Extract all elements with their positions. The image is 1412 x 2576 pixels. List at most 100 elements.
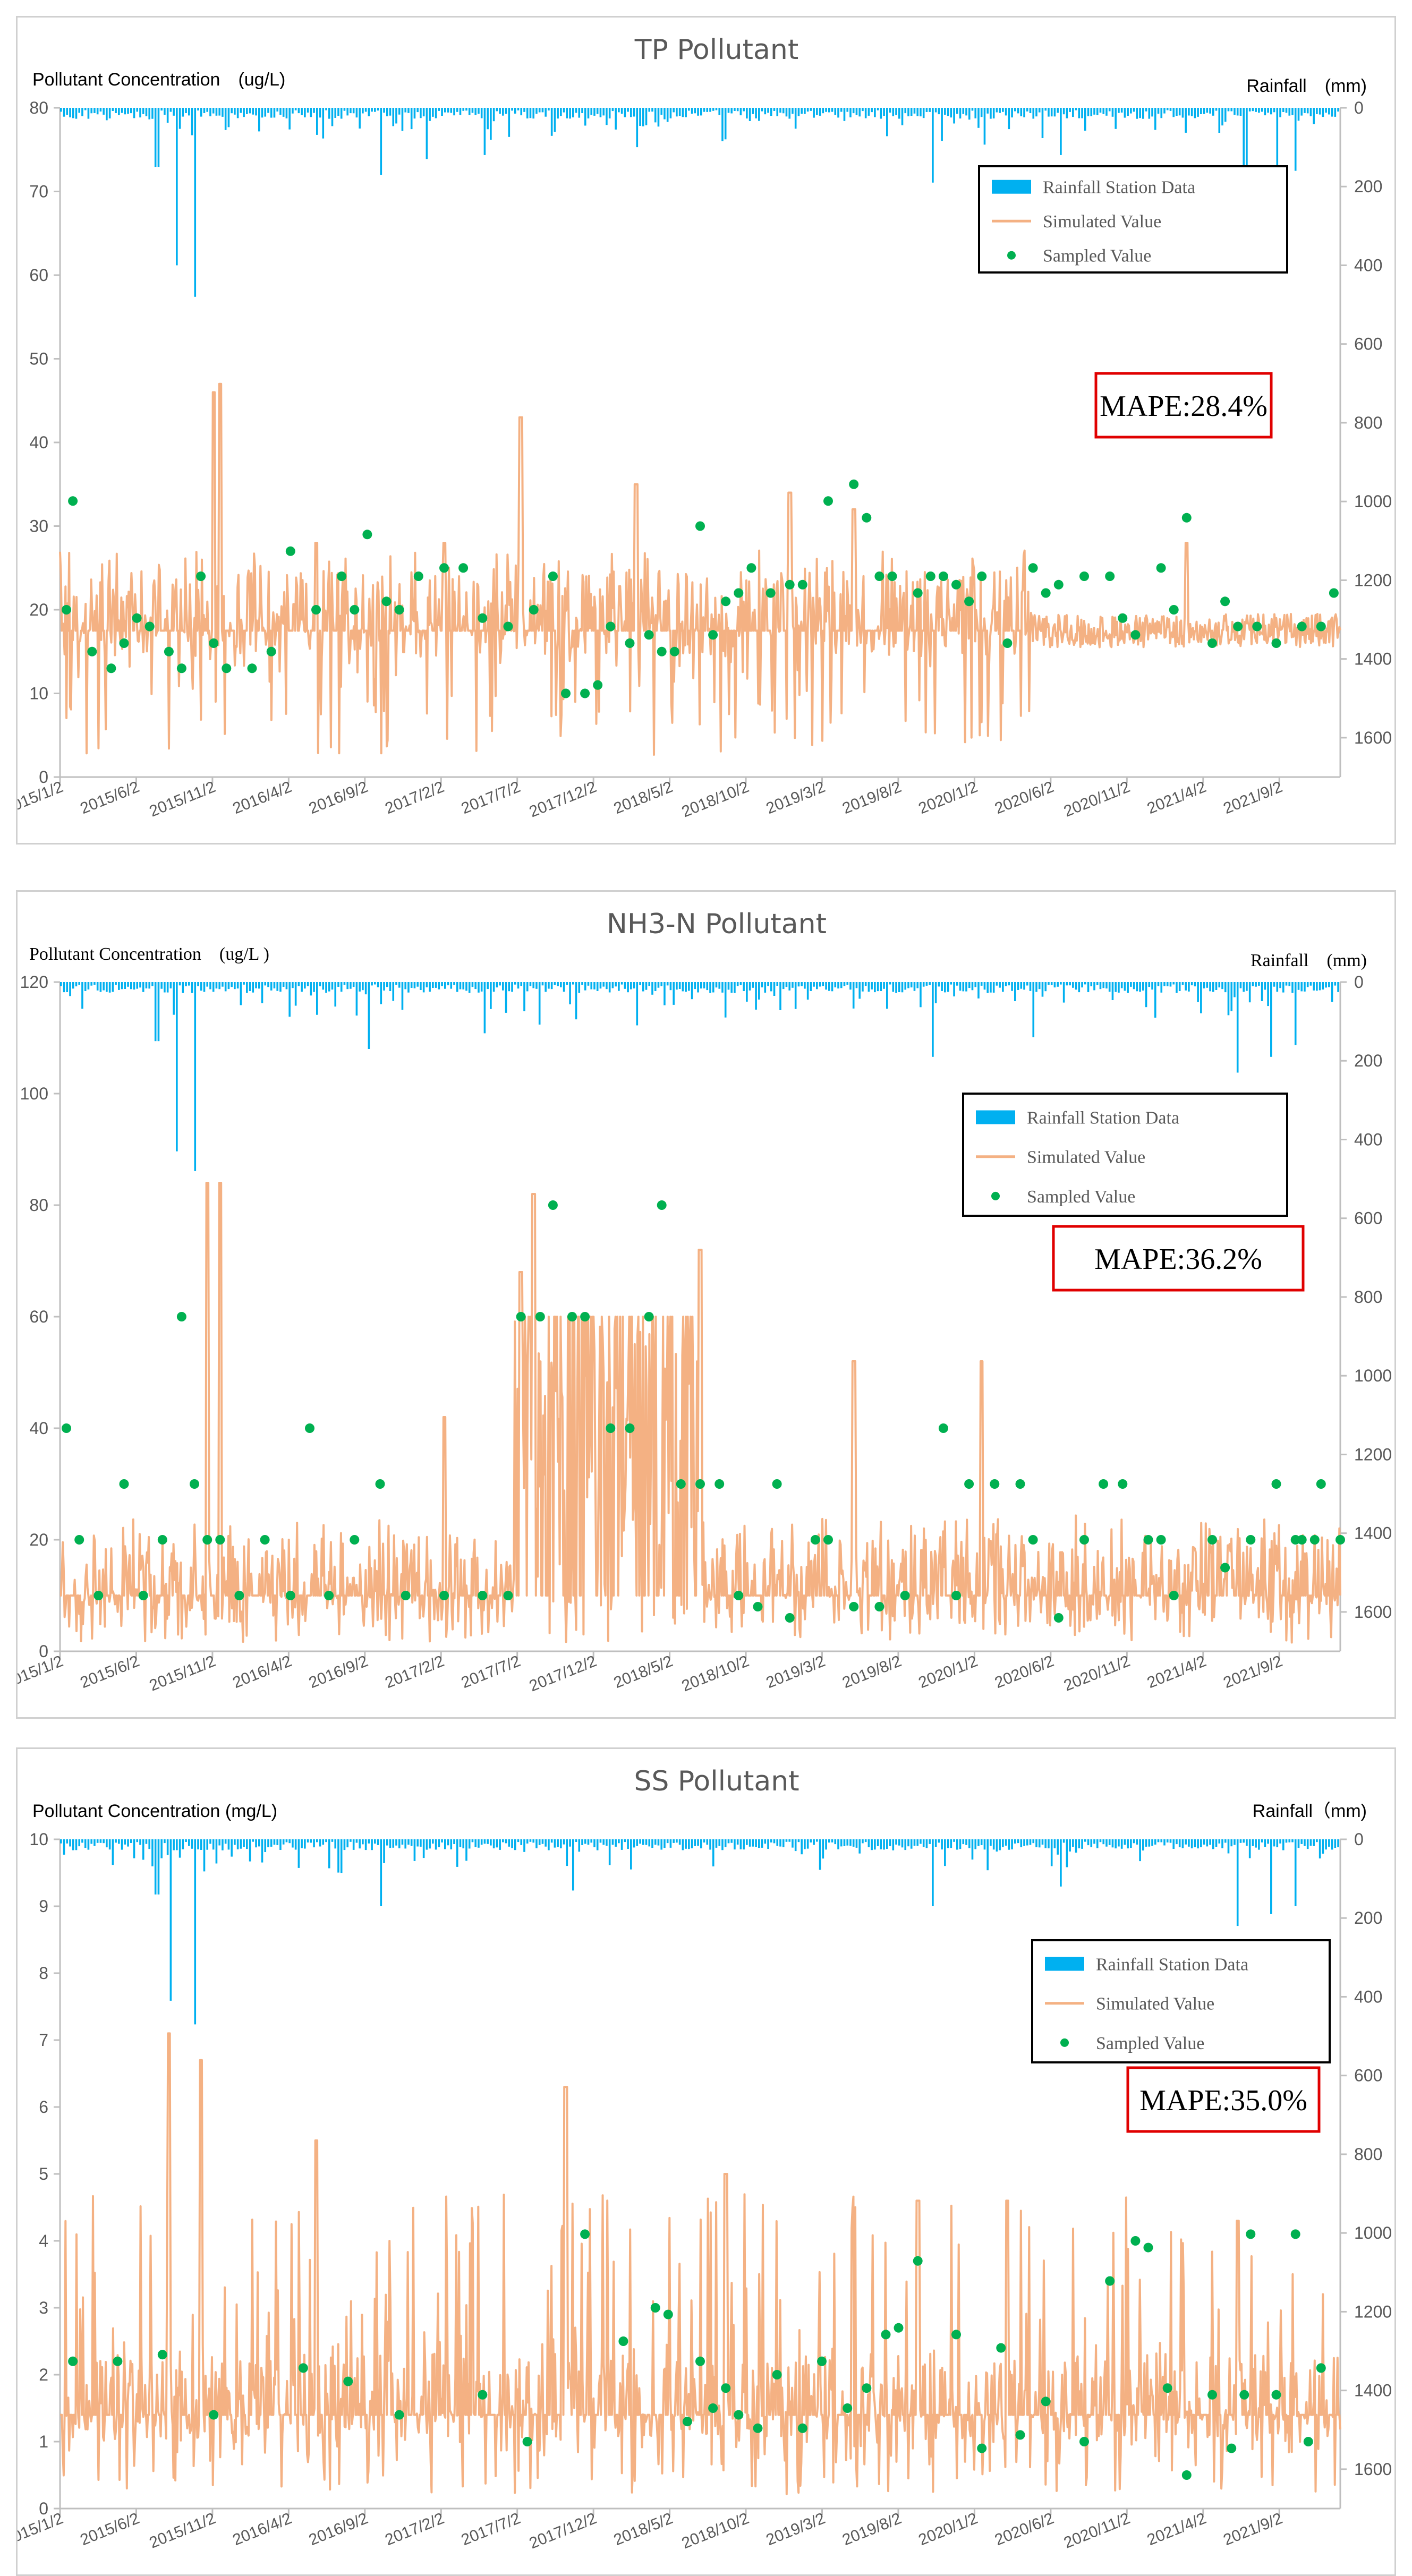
rainfall-bar <box>87 1839 90 1850</box>
rainfall-bar <box>834 982 837 987</box>
rainfall-bar <box>529 108 532 118</box>
rainfall-bar <box>666 1839 669 1844</box>
rainfall-bar <box>319 108 321 118</box>
rainfall-bar <box>307 1839 309 1843</box>
rainfall-bar <box>499 108 501 114</box>
rainfall-bar <box>380 108 382 175</box>
rainfall-bar <box>541 982 544 986</box>
sampled-point <box>1015 1479 1025 1489</box>
rainfall-bar <box>352 108 355 114</box>
rainfall-bar <box>426 1839 428 1850</box>
rainfall-bar <box>115 982 117 985</box>
rainfall-bar <box>956 1839 958 1850</box>
rainfall-bar <box>1288 108 1291 116</box>
sampled-point <box>260 1535 270 1545</box>
rainfall-bar <box>1234 1839 1236 1845</box>
rainfall-bar <box>377 108 379 111</box>
rainfall-bar <box>932 108 934 183</box>
rainfall-bar <box>678 982 681 989</box>
rainfall-bar <box>694 108 696 114</box>
y-tick-label: 2 <box>39 2365 48 2384</box>
rainfall-bar <box>526 1839 529 1844</box>
rainfall-bars <box>60 1839 1339 2025</box>
rainfall-bar <box>657 108 660 127</box>
rainfall-bar <box>718 1839 721 1846</box>
rainfall-bar <box>288 982 291 1017</box>
rainfall-bar <box>301 1839 303 1848</box>
rainfall-bar <box>685 1839 687 1849</box>
rainfall-bar <box>121 1839 123 1850</box>
rainfall-bar <box>227 982 230 990</box>
rainfall-bar <box>1246 108 1248 195</box>
rainfall-bar <box>136 982 139 989</box>
rainfall-bar <box>660 108 663 115</box>
rainfall-bar <box>608 108 611 118</box>
y-tick-label: 20 <box>29 1530 48 1549</box>
rainfall-bar <box>84 982 87 991</box>
rainfall-bar <box>1115 1839 1117 1849</box>
rainfall-bar <box>779 982 781 1010</box>
rainfall-bar <box>255 108 257 116</box>
rainfall-bar <box>992 108 995 118</box>
rainfall-bar <box>197 982 199 986</box>
rainfall-bar <box>721 982 724 993</box>
rainfall-bar <box>566 1839 568 1866</box>
mape-box <box>1094 372 1273 439</box>
rainfall-bar <box>398 1839 401 1848</box>
sampled-point <box>1246 1535 1256 1545</box>
rainfall-bar <box>834 1839 837 1845</box>
rainfall-bar <box>112 1839 114 1865</box>
rainfall-bar <box>730 1839 733 1843</box>
rainfall-bar <box>447 982 449 986</box>
rainfall-bar <box>264 982 267 986</box>
rainfall-bar <box>715 108 718 110</box>
sampled-point <box>618 2336 628 2346</box>
rainfall-bar <box>255 1839 257 1848</box>
sampled-point <box>1099 1479 1109 1489</box>
rainfall-bar <box>435 982 437 988</box>
rainfall-bar <box>203 108 206 113</box>
rainfall-bar <box>965 982 967 992</box>
rainfall-bar <box>178 982 181 986</box>
rainfall-bar <box>1267 1839 1269 1844</box>
rainfall-bar <box>1248 1839 1251 1858</box>
rainfall-bar <box>1014 982 1016 1001</box>
x-tick-label: 2016/4/2 <box>230 2510 294 2549</box>
rainfall-bar <box>1023 1839 1025 1846</box>
rainfall-bar <box>410 108 413 130</box>
rainfall-bar <box>1108 1839 1111 1845</box>
rainfall-bar <box>538 108 541 113</box>
rainfall-bar <box>968 108 971 120</box>
sampled-point <box>503 621 513 632</box>
rainfall-bar <box>1282 108 1285 112</box>
rainfall-bar <box>913 982 916 991</box>
rainfall-bar <box>294 1839 297 1850</box>
rainfall-bar <box>1209 108 1211 114</box>
sampled-point <box>1220 596 1230 607</box>
rainfall-bar <box>1258 108 1260 113</box>
rainfall-bar <box>1316 108 1318 114</box>
rainfall-bar <box>1185 982 1187 991</box>
rainfall-bar <box>633 1839 635 1848</box>
rainfall-bar <box>520 982 523 986</box>
y-tick-label: 40 <box>29 1419 48 1438</box>
rainfall-bar <box>1032 1839 1035 1844</box>
rainfall-bar <box>1331 1839 1333 1850</box>
rainfall-bar <box>965 1839 967 1845</box>
y2-tick-label: 1200 <box>1354 2302 1392 2321</box>
rainfall-bar <box>1099 982 1102 990</box>
ss-chart-panel: SS Pollutant Pollutant Concentration (mg… <box>16 1747 1396 2576</box>
rainfall-bar <box>1081 108 1083 118</box>
rainfall-bar <box>75 108 78 119</box>
legend-label: Sampled Value <box>1096 2034 1204 2053</box>
rainfall-bar <box>505 108 507 114</box>
rainfall-bar <box>593 1839 596 1847</box>
rainfall-bar <box>398 108 401 115</box>
rainfall-bar <box>487 982 489 990</box>
rainfall-bar <box>1048 982 1050 985</box>
rainfall-bar <box>526 108 529 118</box>
rainfall-bar <box>1075 982 1077 990</box>
rainfall-bar <box>651 982 653 995</box>
rainfall-bar <box>883 108 885 116</box>
sampled-point <box>190 1479 199 1489</box>
